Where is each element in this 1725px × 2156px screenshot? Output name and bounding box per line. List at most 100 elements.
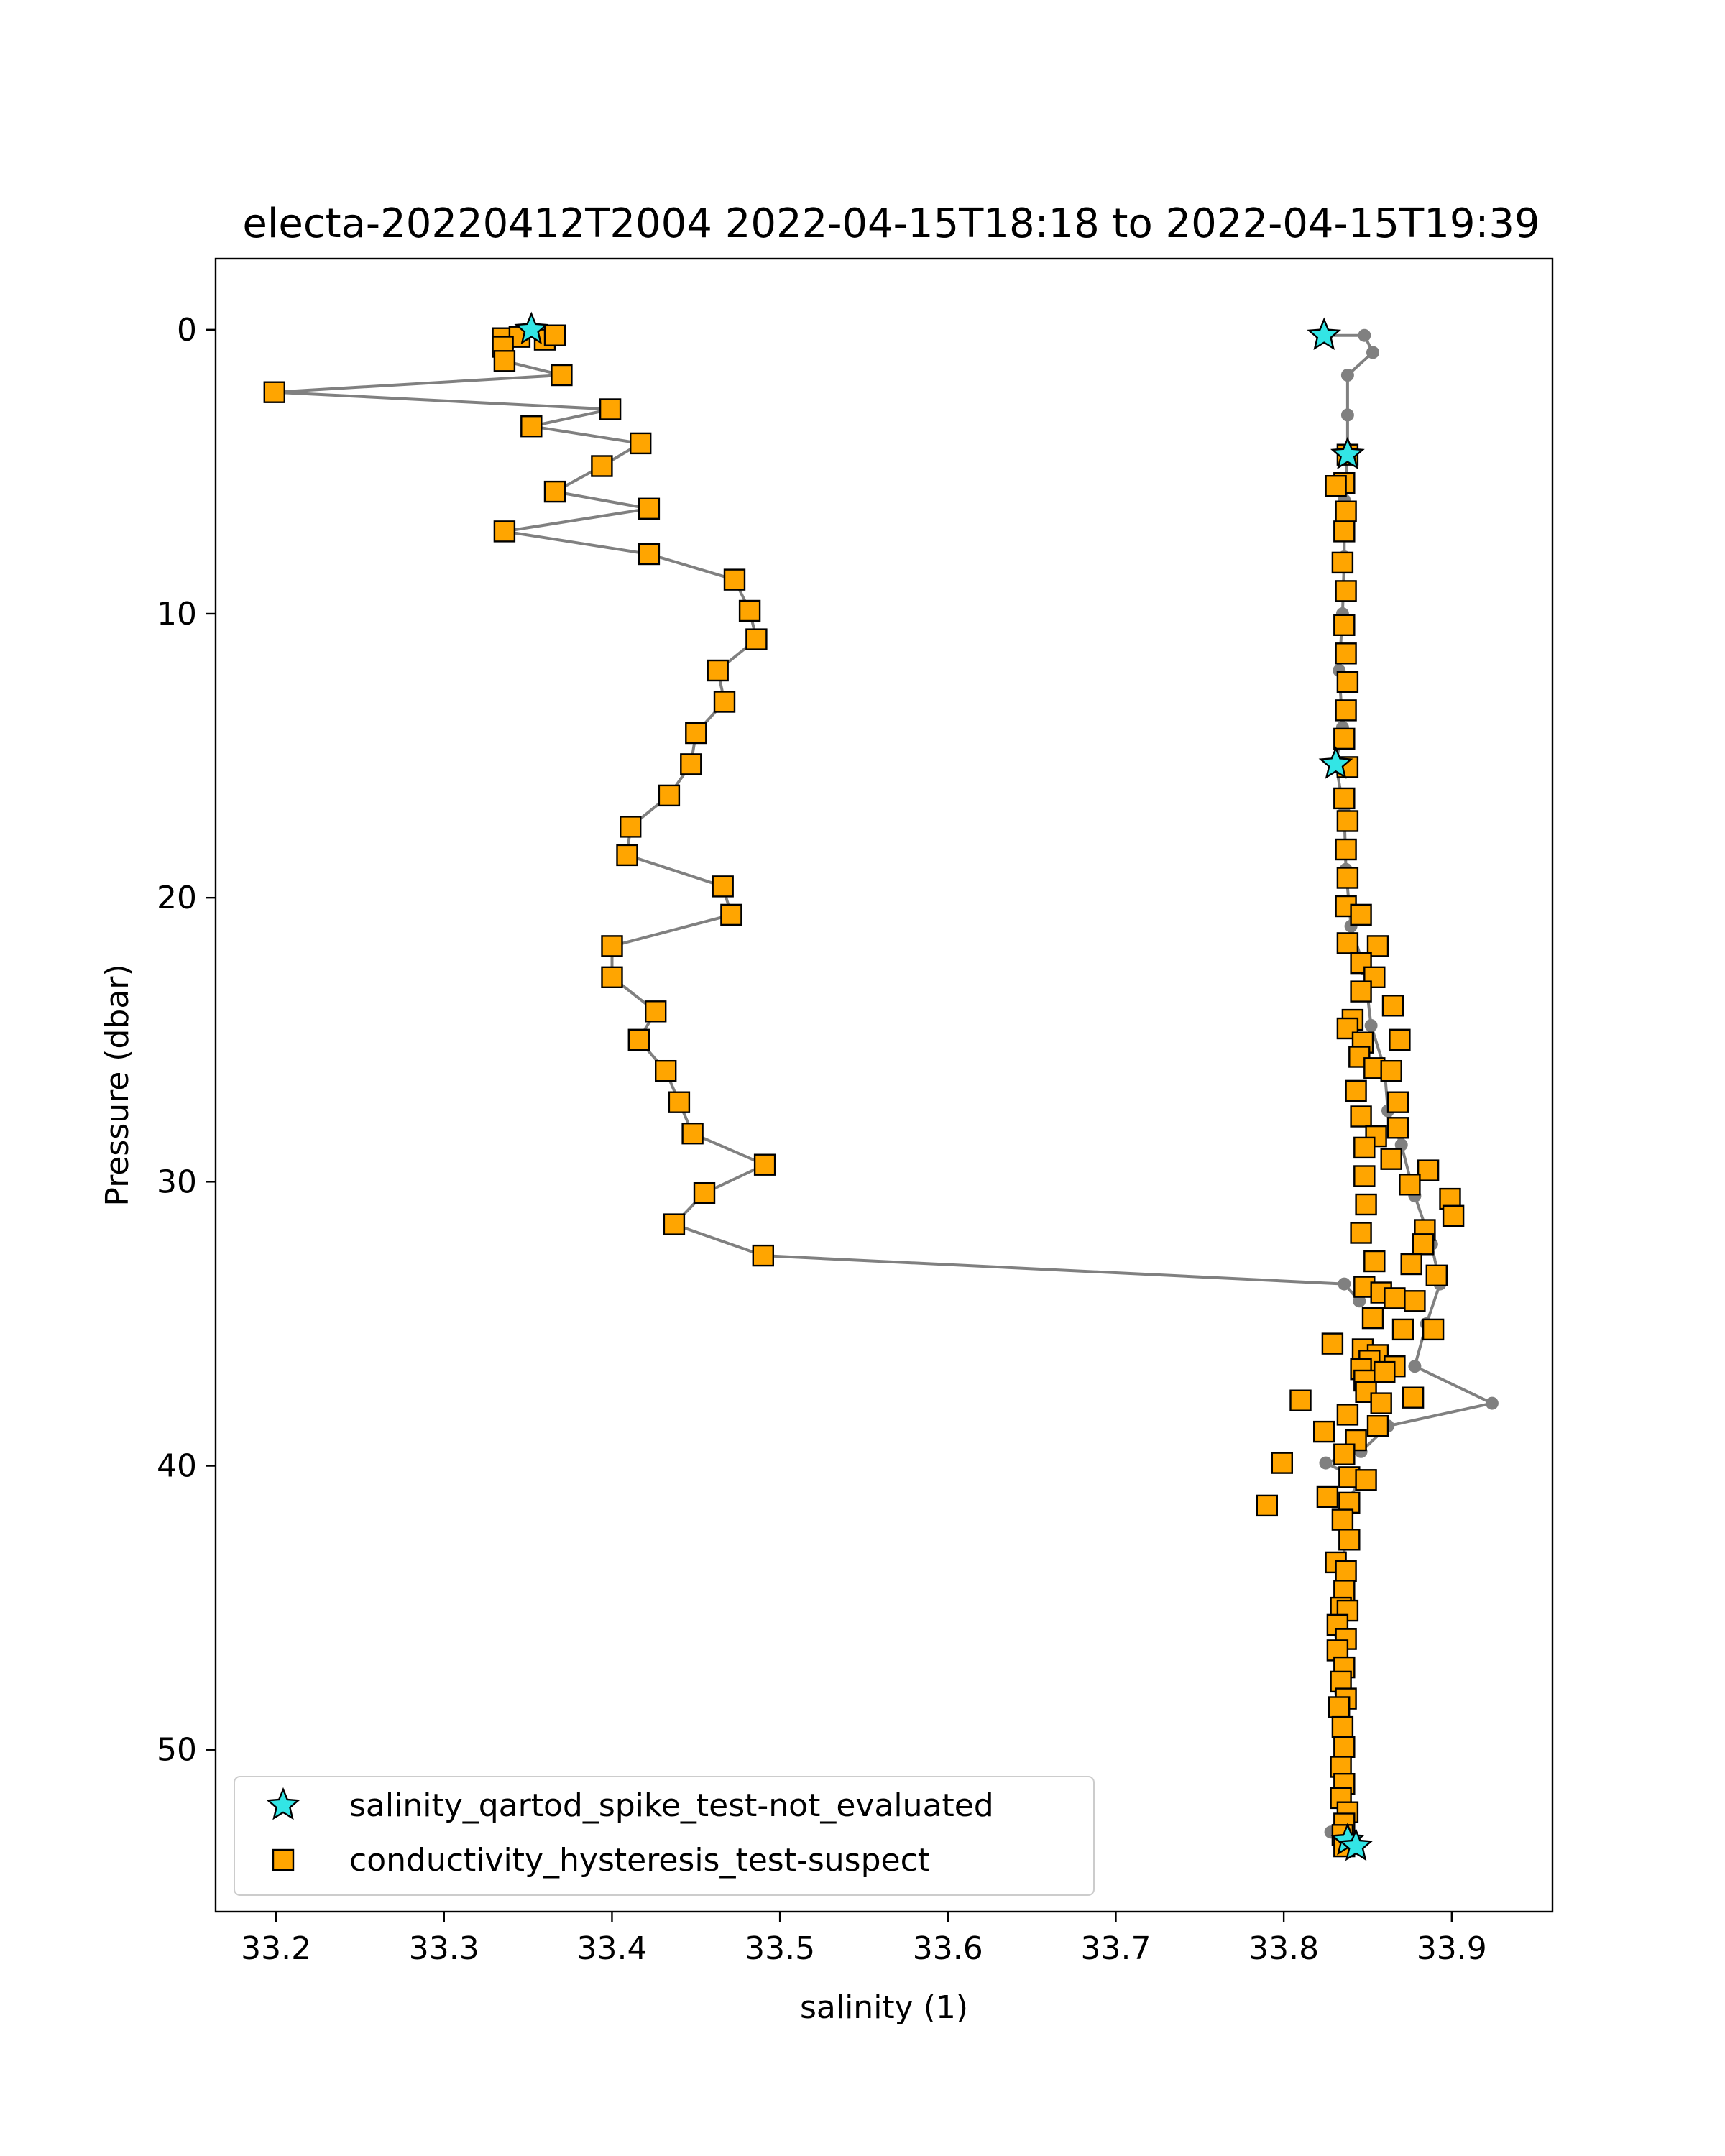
- legend-frame: [234, 1776, 1095, 1896]
- hysteresis-suspect-marker: [1366, 1414, 1389, 1437]
- hysteresis-suspect-marker: [1335, 838, 1357, 861]
- hysteresis-suspect-marker: [1389, 1028, 1411, 1051]
- hysteresis-suspect-marker: [1404, 1290, 1426, 1312]
- spike-not-evaluated-marker: [514, 311, 549, 345]
- hysteresis-suspect-marker: [1333, 727, 1356, 750]
- hysteresis-suspect-marker: [601, 935, 623, 957]
- hysteresis-suspect-marker: [645, 1000, 667, 1023]
- hysteresis-suspect-marker: [1355, 1381, 1377, 1404]
- hysteresis-suspect-marker: [723, 568, 746, 591]
- hysteresis-suspect-marker: [1338, 1529, 1361, 1551]
- hysteresis-suspect-marker: [1336, 810, 1359, 832]
- profile-point: [1319, 1456, 1333, 1470]
- profile-point: [1485, 1396, 1499, 1410]
- profile-point: [1338, 1277, 1351, 1291]
- chart-title: electa-20220412T2004 2022-04-15T18:18 to…: [242, 201, 1540, 247]
- hysteresis-suspect-marker: [1289, 1389, 1312, 1411]
- x-tick-label: 33.9: [1417, 1930, 1487, 1967]
- hysteresis-suspect-marker: [1331, 551, 1354, 574]
- profile-point: [1340, 408, 1354, 422]
- hysteresis-suspect-marker: [543, 480, 566, 503]
- hysteresis-suspect-marker: [1331, 1715, 1354, 1738]
- hysteresis-suspect-marker: [543, 324, 566, 346]
- hysteresis-suspect-marker: [599, 398, 622, 420]
- hysteresis-suspect-marker: [1412, 1233, 1435, 1256]
- spike-not-evaluated-marker: [1330, 436, 1365, 470]
- hysteresis-suspect-marker: [493, 350, 516, 372]
- hysteresis-suspect-marker: [1335, 642, 1357, 665]
- hysteresis-suspect-marker: [1350, 980, 1372, 1003]
- hysteresis-suspect-marker: [1392, 1318, 1414, 1341]
- hysteresis-suspect-marker: [601, 966, 623, 989]
- y-tick-label: 20: [157, 880, 197, 916]
- hysteresis-suspect-marker: [1316, 1485, 1339, 1508]
- hysteresis-suspect-marker: [620, 816, 642, 838]
- hysteresis-suspect-marker: [1335, 699, 1357, 722]
- y-tick-label: 30: [157, 1164, 197, 1200]
- hysteresis-suspect-marker: [738, 599, 761, 622]
- axes-frame: [214, 257, 1554, 1913]
- hysteresis-suspect-marker: [680, 753, 702, 775]
- hysteresis-suspect-marker: [1333, 614, 1356, 636]
- legend-star-marker: [266, 1787, 300, 1820]
- hysteresis-suspect-marker: [1350, 903, 1372, 926]
- hysteresis-suspect-marker: [1381, 995, 1404, 1017]
- hysteresis-suspect-marker: [1386, 1091, 1409, 1113]
- x-tick-label: 33.7: [1080, 1930, 1151, 1967]
- hysteresis-suspect-marker: [713, 691, 736, 713]
- hysteresis-suspect-marker: [1331, 1508, 1354, 1531]
- hysteresis-suspect-marker: [707, 659, 729, 682]
- y-tick-label: 0: [177, 312, 197, 349]
- hysteresis-suspect-marker: [1380, 1059, 1402, 1082]
- legend-entry-spike-test: salinity_qartod_spike_test-not_evaluated: [349, 1787, 994, 1824]
- hysteresis-suspect-marker: [1321, 1332, 1344, 1355]
- hysteresis-suspect-marker: [638, 497, 661, 520]
- x-axis-label: salinity (1): [800, 1989, 968, 2026]
- hysteresis-suspect-marker: [712, 875, 734, 898]
- hysteresis-suspect-marker: [1384, 1287, 1406, 1309]
- profile-point: [1364, 1019, 1378, 1032]
- hysteresis-suspect-marker: [1355, 1469, 1377, 1491]
- hysteresis-suspect-marker: [1325, 475, 1347, 497]
- hysteresis-suspect-marker: [1425, 1264, 1448, 1287]
- legend: salinity_qartod_spike_test-not_evaluated…: [234, 1776, 1095, 1896]
- y-axis-label: Pressure (dbar): [99, 964, 136, 1206]
- x-tick-label: 33.5: [745, 1930, 815, 1967]
- legend-square-marker: [272, 1848, 295, 1871]
- hysteresis-suspect-marker: [627, 1028, 650, 1051]
- hysteresis-suspect-marker: [685, 722, 707, 745]
- hysteresis-suspect-marker: [630, 432, 652, 455]
- hysteresis-suspect-marker: [1333, 787, 1356, 810]
- hysteresis-suspect-marker: [1335, 580, 1357, 602]
- hysteresis-suspect-marker: [1328, 1696, 1351, 1718]
- hysteresis-suspect-marker: [1370, 1392, 1392, 1414]
- profile-point: [1358, 328, 1371, 342]
- hysteresis-suspect-marker: [263, 381, 285, 403]
- x-tick-label: 33.2: [241, 1930, 311, 1967]
- profile-point: [1340, 369, 1354, 382]
- hysteresis-suspect-marker: [1336, 867, 1359, 889]
- profile-point: [1366, 346, 1379, 359]
- hysteresis-suspect-marker: [1363, 1250, 1386, 1273]
- x-axis: 33.2 33.3 33.4 33.5 33.6 33.7 33.8 33.9: [241, 1912, 1487, 1967]
- hysteresis-suspect-marker: [1312, 1420, 1335, 1443]
- profile-point: [1408, 1360, 1422, 1373]
- hysteresis-suspect-marker: [1402, 1386, 1425, 1409]
- hysteresis-suspect-marker: [1350, 1105, 1372, 1128]
- hysteresis-suspect-marker: [1386, 1117, 1409, 1139]
- hysteresis-suspect-marker: [1374, 1360, 1396, 1383]
- hysteresis-suspect-marker: [655, 1059, 677, 1082]
- hysteresis-suspect-marker: [493, 520, 516, 543]
- hysteresis-suspect-marker: [1422, 1318, 1445, 1341]
- hysteresis-suspect-marker: [591, 455, 613, 477]
- hysteresis-suspect-marker: [1336, 1404, 1359, 1426]
- hysteresis-suspect-marker: [1345, 1079, 1367, 1102]
- legend-entry-hysteresis-test: conductivity_hysteresis_test-suspect: [349, 1842, 930, 1879]
- y-tick-label: 50: [157, 1732, 197, 1769]
- hysteresis-suspect-marker: [1350, 1222, 1372, 1244]
- hysteresis-suspect-marker: [1335, 500, 1357, 522]
- legend-marker-square: [272, 1848, 295, 1871]
- hysteresis-suspect-marker: [753, 1153, 776, 1176]
- hysteresis-suspect-marker: [520, 415, 543, 438]
- hysteresis-suspect-marker: [1333, 520, 1356, 543]
